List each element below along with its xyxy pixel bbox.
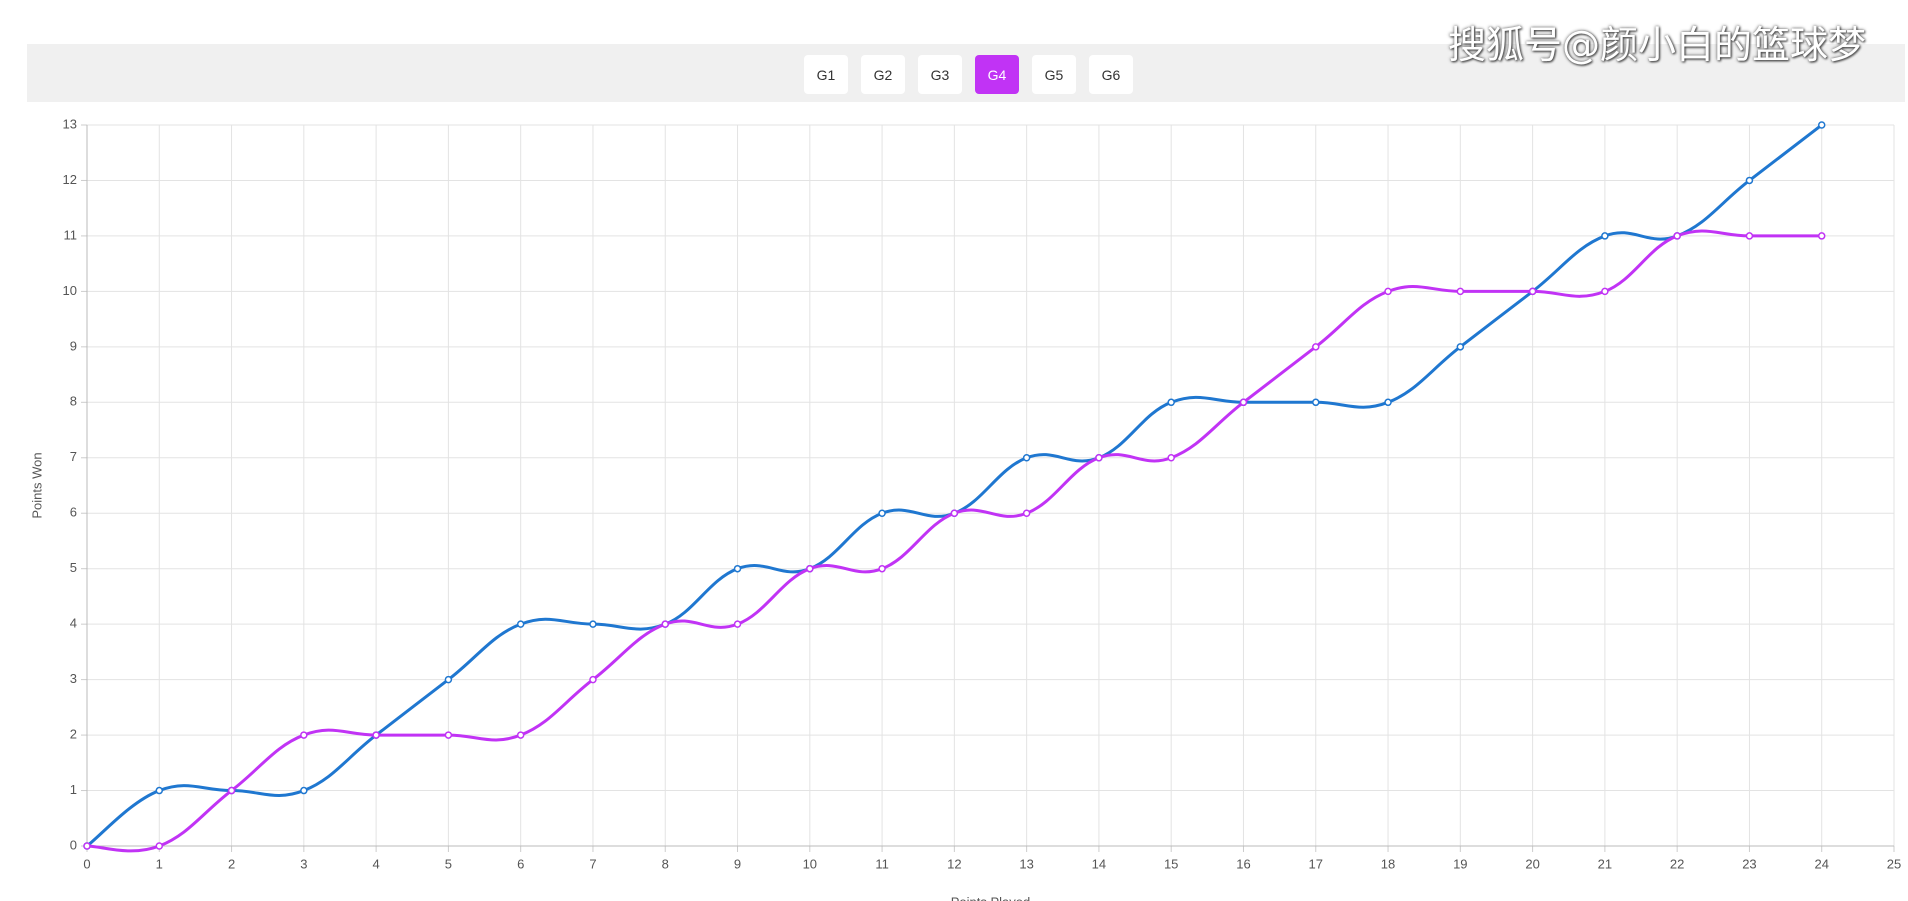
data-point [1456,343,1465,351]
tab-button[interactable]: G4 [975,55,1019,94]
x-tick-label: 17 [1309,856,1323,871]
tab-button[interactable]: G1 [804,55,848,94]
data-point [1601,287,1609,296]
x-tick-label: 4 [373,856,380,871]
data-point [1095,454,1103,462]
data-point [1022,509,1031,517]
x-tick-label: 20 [1525,856,1539,871]
data-point [806,564,814,573]
x-tick-label: 0 [83,856,90,871]
data-point [878,509,886,517]
y-tick-label: 8 [70,394,77,409]
data-point [1817,121,1826,129]
data-point [227,786,236,795]
data-point [661,620,669,628]
x-tick-label: 22 [1670,856,1684,871]
data-point [1312,398,1320,407]
y-tick-label: 12 [63,172,77,187]
y-tick-label: 11 [64,227,78,242]
tab-button[interactable]: G2 [861,55,905,94]
x-tick-label: 1 [156,856,163,871]
y-tick-label: 1 [70,782,77,797]
data-point [1456,287,1465,296]
data-point [444,731,453,739]
y-tick-label: 5 [70,560,77,575]
x-tick-label: 7 [589,856,596,871]
data-point [950,509,959,517]
y-tick-label: 4 [70,616,77,631]
data-point [372,731,380,739]
data-point [444,675,453,684]
y-tick-label: 7 [70,449,77,464]
data-point [1745,176,1754,185]
x-tick-label: 21 [1598,856,1612,871]
y-tick-label: 2 [70,727,77,742]
y-tick-label: 9 [70,338,77,353]
data-point [155,786,164,795]
data-point [878,564,886,573]
x-tick-label: 5 [445,856,452,871]
data-point [589,620,597,628]
tab-button[interactable]: G6 [1089,55,1133,94]
x-tick-label: 12 [947,856,961,871]
data-point [1022,454,1031,462]
x-tick-label: 16 [1236,856,1250,871]
data-point [589,675,597,684]
x-tick-label: 6 [517,856,524,871]
x-tick-label: 3 [300,856,307,871]
x-tick-label: 11 [875,856,889,871]
data-point [1167,398,1175,407]
y-tick-label: 6 [70,505,77,520]
x-tick-label: 23 [1742,856,1756,871]
x-tick-label: 9 [734,856,741,871]
data-point [300,731,308,739]
data-point [1817,232,1826,240]
watermark: 搜狐号@颜小白的篮球梦 [1448,23,1867,67]
data-point [1239,398,1248,407]
data-point [1601,232,1609,240]
data-point [1673,232,1681,240]
data-point [516,620,525,628]
y-tick-label: 0 [70,837,77,852]
data-point [1745,232,1754,240]
tab-bar: G1 G2 G3 G4 G5 G6 [27,44,1905,102]
data-point [1384,398,1392,407]
data-point [733,564,742,573]
x-tick-label: 14 [1092,856,1106,871]
data-point [516,731,525,739]
y-tick-label: 3 [70,671,77,686]
x-tick-label: 24 [1814,856,1828,871]
x-tick-label: 15 [1164,856,1178,871]
y-tick-label: 10 [63,283,77,298]
x-axis-label: Points Played [951,894,1031,901]
data-point [1167,454,1175,462]
data-point [1528,287,1537,296]
x-tick-label: 19 [1453,856,1467,871]
x-tick-label: 2 [228,856,235,871]
tab-button[interactable]: G3 [918,55,962,94]
y-tick-label: 13 [63,116,77,131]
data-point [300,786,308,795]
x-tick-label: 10 [803,856,817,871]
x-tick-label: 25 [1887,856,1901,871]
data-point [155,842,164,850]
data-point [1312,343,1320,351]
data-point [1384,287,1392,296]
data-point [733,620,742,628]
data-point [83,842,91,850]
y-axis-label: Points Won [29,452,44,518]
x-tick-label: 13 [1019,856,1033,871]
x-tick-label: 8 [662,856,669,871]
tab-button[interactable]: G5 [1032,55,1076,94]
x-tick-label: 18 [1381,856,1395,871]
